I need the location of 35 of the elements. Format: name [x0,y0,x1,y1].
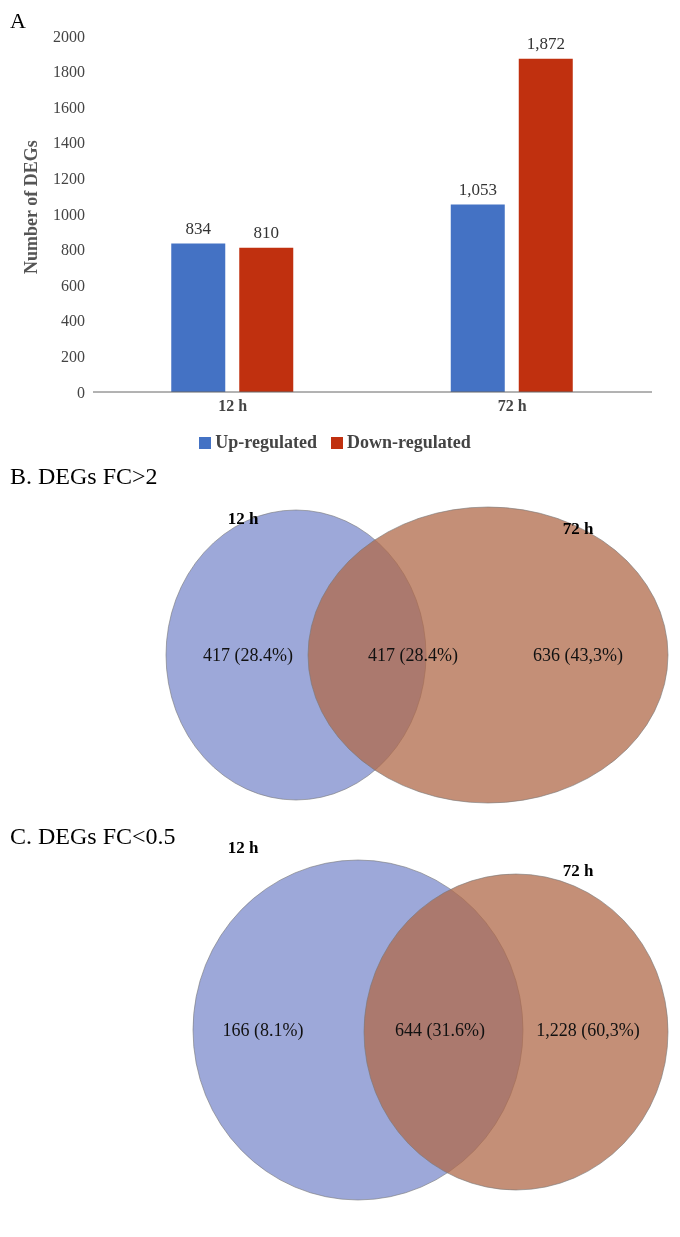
y-tick-label: 1800 [53,63,85,81]
y-tick-label: 1400 [53,134,85,152]
y-tick-label: 600 [61,276,85,294]
bar [239,247,294,392]
bar [171,243,226,392]
category-label: 72 h [562,519,594,538]
y-tick-label: 800 [61,241,85,259]
category-label: 12 h [227,838,259,857]
data-label: 1,053 [458,179,497,199]
y-tick-label: 0 [77,383,85,401]
y-tick-label: 200 [61,348,85,366]
text: C. DEGs FC<0.5 [10,823,176,849]
text: 644 (31.6%) [395,1020,485,1041]
category-label: 12 h [227,509,259,528]
y-tick-label: 400 [61,312,85,330]
text: 417 (28.4%) [203,645,293,666]
y-tick-label: 1200 [53,170,85,188]
y-tick-label: 1000 [53,205,85,223]
legend-label: Down-regulated [346,432,471,453]
legend-label: Up-regulated [214,432,317,453]
category-label: 72 h [562,861,594,880]
y-axis-title: Number of DEGs [21,140,42,274]
text: B. DEGs FC>2 [10,463,158,489]
bar [450,204,505,392]
y-tick-label: 1600 [53,98,85,116]
text: 166 (8.1%) [222,1020,304,1041]
chart-title: A [10,8,26,34]
text: 417 (28.4%) [368,645,458,666]
data-label: 810 [253,222,280,242]
data-label: 1,872 [526,33,565,53]
text: 636 (43,3%) [533,645,623,666]
data-label: 834 [185,218,212,238]
bar [518,58,573,392]
y-tick-label: 2000 [53,27,85,45]
text: 1,228 (60,3%) [536,1020,640,1041]
